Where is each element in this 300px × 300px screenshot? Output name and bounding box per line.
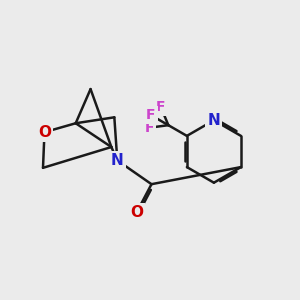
Text: F: F: [156, 100, 166, 114]
Text: O: O: [130, 205, 143, 220]
Text: F: F: [144, 121, 154, 135]
Text: N: N: [111, 153, 124, 168]
Text: N: N: [208, 113, 220, 128]
Text: F: F: [146, 108, 156, 122]
Text: O: O: [38, 125, 51, 140]
